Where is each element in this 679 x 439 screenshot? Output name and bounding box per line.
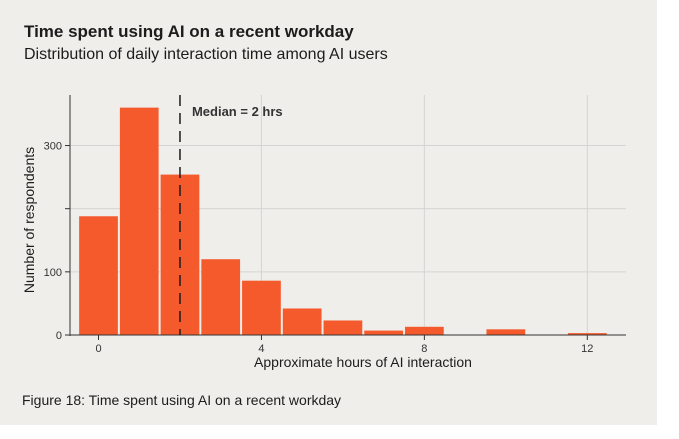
x-tick-label: 12 (581, 343, 593, 355)
histogram-bar (201, 259, 241, 335)
histogram-bar (486, 329, 526, 335)
y-tick-label: 100 (44, 267, 62, 279)
histogram-bar (323, 320, 363, 335)
histogram-chart: 0 4 8 12 0 100 300 Median = 2 hrs Approximate … (21, 95, 626, 370)
annotation-layer: Median = 2 hrs (179, 95, 283, 335)
figure-caption: Figure 18: Time spent using AI on a rece… (22, 392, 342, 408)
histogram-bar (282, 308, 322, 335)
y-axis-label: Number of respondents (21, 147, 37, 293)
histogram-bar (79, 216, 118, 335)
median-label: Median = 2 hrs (192, 104, 283, 119)
histogram-bar (567, 333, 607, 335)
histogram-bar (242, 280, 281, 335)
histogram-bar (405, 326, 444, 335)
histogram-bar (364, 330, 404, 335)
x-axis-label: Approximate hours of AI interaction (254, 354, 472, 370)
y-tick-label: 0 (56, 330, 62, 342)
bars-layer (79, 107, 607, 335)
chart-subtitle: Distribution of daily interaction time a… (24, 46, 388, 63)
x-tick-label: 0 (95, 343, 101, 355)
y-tick-label: 300 (44, 141, 62, 153)
x-tick-label: 4 (258, 343, 264, 355)
chart-title: Time spent using AI on a recent workday (24, 22, 354, 41)
ticks-layer: 0 4 8 12 0 100 300 (44, 141, 594, 355)
histogram-bar (119, 107, 159, 335)
axes-layer (69, 95, 626, 336)
histogram-bar (160, 174, 200, 335)
x-tick-label: 8 (421, 343, 427, 355)
chart-panel: Time spent using AI on a recent workday … (0, 0, 657, 425)
